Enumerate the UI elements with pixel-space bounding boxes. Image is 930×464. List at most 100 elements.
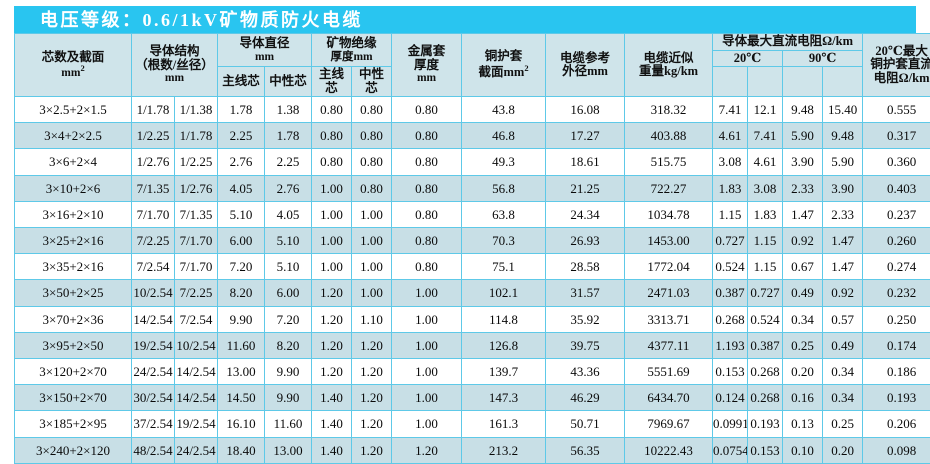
cell-structure-main: 1/2.76 (132, 149, 175, 175)
cell-res-20c-a: 0.268 (713, 306, 748, 332)
cell-sheath-thickness: 0.80 (392, 97, 462, 123)
cell-res-90c-a: 0.20 (783, 359, 823, 385)
cell-structure-main: 7/2.54 (132, 254, 175, 280)
cell-res-90c-a: 1.47 (783, 201, 823, 227)
cell-copper-sheath-csa: 161.3 (462, 411, 546, 437)
cell-res-20c-a: 0.0754 (713, 437, 748, 463)
cell-res-90c-a: 0.49 (783, 280, 823, 306)
col-header-diameter-neutral-core: 中性芯 (265, 67, 312, 97)
cell-sheath-thickness: 1.00 (392, 411, 462, 437)
cell-res-20c-b: 1.15 (748, 254, 783, 280)
cell-res-20c-a: 0.153 (713, 359, 748, 385)
cell-diameter-neutral: 11.60 (265, 411, 312, 437)
cell-insulation-main: 1.00 (312, 175, 352, 201)
cell-weight: 7969.67 (625, 411, 713, 437)
col-header-cu-sheath-res-line3: 电阻Ω/km (864, 72, 930, 86)
cell-insulation-main: 0.80 (312, 97, 352, 123)
cell-outer-diameter: 56.35 (546, 437, 625, 463)
col-header-copper-sheath-csa: 铜护套 截面mm2 (462, 34, 546, 97)
cell-diameter-main: 7.20 (218, 254, 265, 280)
cell-copper-sheath-csa: 63.8 (462, 201, 546, 227)
col-header-cable-outer-diameter: 电缆参考 外径mm (546, 34, 625, 97)
cell-res-20c-a: 7.41 (713, 97, 748, 123)
col-header-mineral-insulation-unit: 厚度mm (313, 51, 390, 63)
cell-structure-neutral: 1/2.76 (175, 175, 218, 201)
cell-sheath-thickness: 0.80 (392, 175, 462, 201)
cell-res-20c-a: 4.61 (713, 123, 748, 149)
cell-insulation-neutral: 1.20 (352, 359, 392, 385)
cell-insulation-neutral: 1.00 (352, 201, 392, 227)
cell-diameter-main: 5.10 (218, 201, 265, 227)
cell-structure-neutral: 1/1.78 (175, 123, 218, 149)
col-header-dc-res-90c-a (783, 67, 823, 97)
cell-res-20c-a: 0.124 (713, 385, 748, 411)
cell-res-20c-a: 1.15 (713, 201, 748, 227)
cell-outer-diameter: 18.61 (546, 149, 625, 175)
cell-res-90c-a: 3.90 (783, 149, 823, 175)
col-header-conductor-structure-unit: mm (133, 72, 216, 84)
cell-weight: 4377.11 (625, 332, 713, 358)
cell-structure-neutral: 1/1.38 (175, 97, 218, 123)
cell-diameter-main: 2.76 (218, 149, 265, 175)
cell-res-90c-a: 0.34 (783, 306, 823, 332)
cell-diameter-main: 9.90 (218, 306, 265, 332)
cell-spec: 3×16+2×10 (15, 201, 132, 227)
cell-weight: 722.27 (625, 175, 713, 201)
cell-res-20c-b: 0.524 (748, 306, 783, 332)
cell-diameter-neutral: 2.76 (265, 175, 312, 201)
cable-spec-table: 芯数及截面 mm2 导体结构 （根数/丝径） mm 导体直径 mm 矿物绝缘 厚… (14, 33, 930, 464)
cell-diameter-main: 18.40 (218, 437, 265, 463)
cell-spec: 3×185+2×95 (15, 411, 132, 437)
col-header-spec: 芯数及截面 mm2 (15, 34, 132, 97)
table-header: 芯数及截面 mm2 导体结构 （根数/丝径） mm 导体直径 mm 矿物绝缘 厚… (15, 34, 930, 97)
cell-structure-neutral: 7/1.70 (175, 228, 218, 254)
cell-res-90c-a: 9.48 (783, 97, 823, 123)
cell-insulation-main: 1.20 (312, 306, 352, 332)
col-header-conductor-diameter: 导体直径 mm (218, 34, 312, 67)
cell-structure-neutral: 24/2.54 (175, 437, 218, 463)
cell-insulation-main: 1.00 (312, 201, 352, 227)
cell-copper-sheath-csa: 213.2 (462, 437, 546, 463)
cell-copper-sheath-csa: 56.8 (462, 175, 546, 201)
col-header-metal-sheath-line2: 厚度 (393, 59, 460, 73)
cell-structure-main: 30/2.54 (132, 385, 175, 411)
cell-insulation-main: 1.20 (312, 280, 352, 306)
cell-weight: 403.88 (625, 123, 713, 149)
cell-diameter-neutral: 13.00 (265, 437, 312, 463)
col-header-dc-res-90c-b (823, 67, 863, 97)
cell-res-90c-a: 0.10 (783, 437, 823, 463)
col-header-mineral-insulation: 矿物绝缘 厚度mm (312, 34, 392, 67)
cell-structure-main: 37/2.54 (132, 411, 175, 437)
cell-outer-diameter: 28.58 (546, 254, 625, 280)
cell-sheath-thickness: 1.00 (392, 359, 462, 385)
col-header-metal-sheath-thickness: 金属套 厚度 mm (392, 34, 462, 97)
col-header-metal-sheath-line1: 金属套 (393, 45, 460, 59)
col-header-insulation-neutral-core: 中性芯 (352, 67, 392, 97)
cell-structure-main: 48/2.54 (132, 437, 175, 463)
cell-diameter-main: 8.20 (218, 280, 265, 306)
col-header-dc-res-90c: 90℃ (783, 50, 863, 67)
cell-structure-main: 1/1.78 (132, 97, 175, 123)
col-header-copper-sheath-csa-line1: 铜护套 (463, 50, 544, 64)
cell-insulation-main: 1.40 (312, 437, 352, 463)
cell-res-20c-b: 4.61 (748, 149, 783, 175)
cell-sheath-thickness: 0.80 (392, 149, 462, 175)
cell-insulation-main: 1.00 (312, 254, 352, 280)
cell-spec: 3×2.5+2×1.5 (15, 97, 132, 123)
cell-spec: 3×6+2×4 (15, 149, 132, 175)
cell-res-90c-b: 0.34 (823, 359, 863, 385)
cell-spec: 3×120+2×70 (15, 359, 132, 385)
cell-spec: 3×95+2×50 (15, 332, 132, 358)
cell-res-90c-b: 1.47 (823, 254, 863, 280)
cell-res-20c-a: 0.727 (713, 228, 748, 254)
cell-res-20c-a: 0.387 (713, 280, 748, 306)
cell-res-20c-a: 3.08 (713, 149, 748, 175)
col-header-metal-sheath-unit: mm (393, 72, 460, 84)
